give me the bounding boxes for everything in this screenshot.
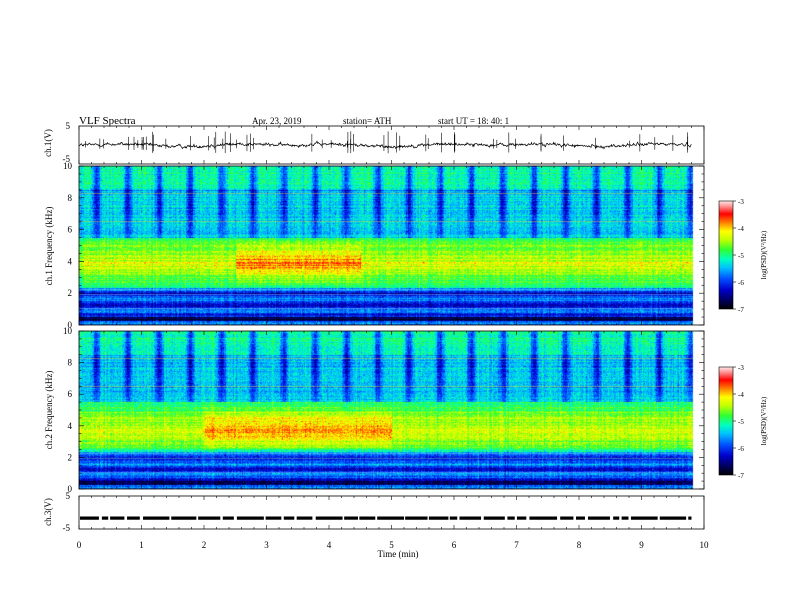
freq-tick-label: 10 (63, 326, 73, 336)
ch2-spectrogram-ticks (78, 330, 705, 490)
ch1-spectrogram-panel: 0 2 4 6 8 10 ch.1 Frequency (kHz) (44, 161, 705, 330)
time-tick-label: 4 (327, 540, 332, 550)
ch1-waveform-ticks (78, 126, 705, 164)
ch2-spectrogram-panel: 0 2 4 6 8 10 ch.2 Frequency (kHz) (44, 326, 705, 494)
ch3-ytick-bottom: -5 (63, 523, 71, 533)
freq-tick-label: 2 (68, 288, 73, 298)
colorbar-ch1-ticks: -3 -4 -5 -6 -7 (733, 198, 744, 314)
station-label: station= ATH (343, 116, 392, 126)
colorbar-tick-label: -7 (738, 472, 744, 480)
colorbar-tick-label: -4 (738, 391, 744, 399)
ch3-waveform-panel: 5 -5 ch.3(V) 0 1 2 3 4 5 6 7 8 9 10 Time (min) (43, 491, 709, 559)
freq-tick-label: 10 (63, 161, 73, 171)
colorbar-ch1: -3 -4 -5 -6 -7 log(PSD)(V²/Hz) (718, 198, 768, 314)
colorbar-ch2-label: log(PSD)(V²/Hz) (760, 396, 768, 445)
time-axis-tick-labels: 0 1 2 3 4 5 6 7 8 9 10 (77, 540, 709, 550)
freq-tick-label: 0 (68, 484, 73, 494)
time-tick-label: 8 (577, 540, 582, 550)
colorbar-ch2: -3 -4 -5 -6 -7 log(PSD)(V²/Hz) (718, 364, 768, 480)
ch1-ytick-top: 5 (66, 121, 71, 131)
colorbar-ch2-gradient (718, 366, 734, 476)
time-tick-label: 3 (264, 540, 269, 550)
ch3-waveform-frame (78, 495, 705, 530)
colorbar-ch1-label: log(PSD)(V²/Hz) (760, 230, 768, 279)
freq-tick-label: 4 (68, 256, 73, 266)
colorbar-tick-label: -4 (738, 225, 744, 233)
ch1-spectrogram-ylabel-channel: ch.1 Frequency (kHz) (44, 207, 54, 286)
colorbar-ch2-ticks: -3 -4 -5 -6 -7 (733, 364, 744, 480)
colorbar-ch1-gradient (718, 200, 734, 310)
time-tick-label: 1 (139, 540, 144, 550)
time-tick-label: 9 (639, 540, 644, 550)
ch2-spectrogram-ytick-labels: 0 2 4 6 8 10 (63, 326, 73, 494)
freq-tick-label: 4 (68, 421, 73, 431)
colorbar-tick-label: -6 (738, 279, 744, 287)
ch3-waveform-ylabel: ch.3(V) (43, 498, 53, 526)
ch1-spectrogram-ticks (78, 165, 705, 326)
ch3-ytick-top: 5 (66, 491, 71, 501)
ch2-spectrogram-ylabel: ch.2 Frequency (kHz) (44, 371, 54, 450)
ch1-ytick-bottom: -5 (63, 154, 71, 164)
ch1-spectrogram-ytick-labels: 0 2 4 6 8 10 (63, 161, 73, 330)
figure-title: VLF Spectra (79, 115, 136, 127)
freq-tick-label: 6 (68, 389, 73, 399)
date-label: Apr. 23, 2019 (252, 116, 302, 126)
time-tick-label: 7 (514, 540, 519, 550)
ch1-waveform-trace (78, 140, 692, 150)
colorbar-tick-label: -3 (738, 364, 744, 372)
time-tick-label: 0 (77, 540, 82, 550)
freq-tick-label: 2 (68, 452, 73, 462)
ch1-waveform-frame (78, 125, 705, 165)
ch1-waveform-ylabel: ch.1(V) (43, 129, 53, 157)
ch1-waveform-spikes (85, 131, 689, 154)
ch2-spectrogram-image (79, 331, 704, 489)
time-axis-label: Time (min) (378, 549, 419, 559)
ch3-waveform-ticks (78, 496, 705, 529)
colorbar-tick-label: -5 (738, 252, 744, 260)
colorbar-tick-label: -6 (738, 445, 744, 453)
time-tick-label: 10 (700, 540, 710, 550)
start-time-label: start UT = 18: 40: 1 (438, 116, 509, 126)
time-tick-label: 2 (202, 540, 207, 550)
ch1-spectrogram-image (79, 166, 704, 325)
ch1-waveform-panel: 5 -5 ch.1(V) (43, 121, 705, 165)
time-tick-label: 5 (389, 540, 394, 550)
freq-tick-label: 6 (68, 225, 73, 235)
colorbar-tick-label: -7 (738, 306, 744, 314)
colorbar-tick-label: -3 (738, 198, 744, 206)
freq-tick-label: 0 (68, 320, 73, 330)
time-tick-label: 6 (452, 540, 457, 550)
freq-tick-label: 8 (68, 358, 73, 368)
freq-tick-label: 8 (68, 193, 73, 203)
colorbar-tick-label: -5 (738, 418, 744, 426)
